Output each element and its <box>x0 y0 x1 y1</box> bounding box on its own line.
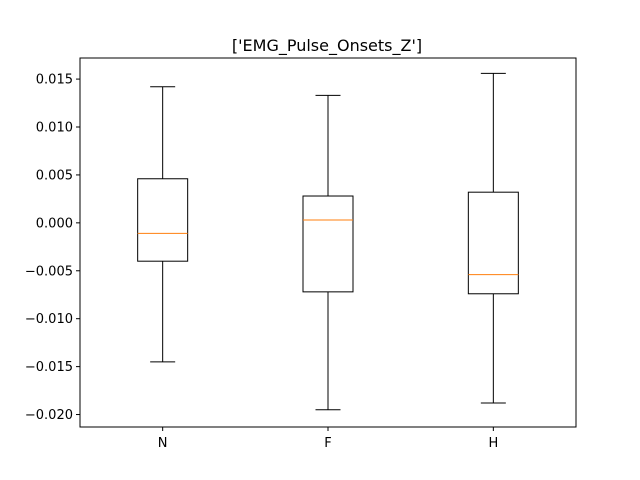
chart-title: ['EMG_Pulse_Onsets_Z'] <box>232 36 422 56</box>
y-axis: −0.020 −0.015 −0.010 −0.005 0.000 0.005 0.010 0… <box>25 73 80 423</box>
y-tick-label: 0.005 <box>36 168 73 183</box>
iqr-box <box>302 195 354 293</box>
y-tick-label: −0.005 <box>25 264 73 279</box>
y-tick-label: 0.010 <box>36 121 73 136</box>
box-f <box>302 94 354 411</box>
box-n <box>137 86 189 363</box>
y-tick-label: −0.020 <box>25 408 73 423</box>
x-tick-label: H <box>488 436 498 451</box>
box-h <box>467 72 519 404</box>
y-tick-label: 0.000 <box>36 216 73 231</box>
x-tick-label: N <box>158 436 168 451</box>
boxes-group <box>137 72 519 411</box>
iqr-box <box>467 191 519 295</box>
y-tick-label: 0.015 <box>36 73 73 88</box>
y-tick-label: −0.010 <box>25 312 73 327</box>
iqr-box <box>137 178 189 262</box>
x-tick-label: F <box>324 436 331 451</box>
y-tick-label: −0.015 <box>25 360 73 375</box>
